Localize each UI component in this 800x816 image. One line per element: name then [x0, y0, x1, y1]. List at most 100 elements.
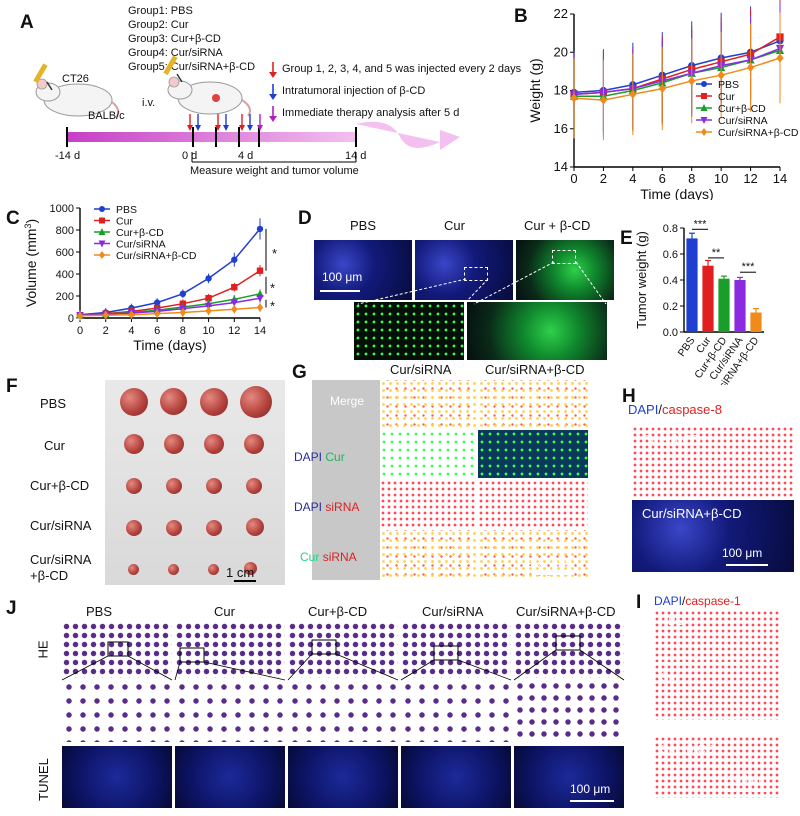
data-point [205, 306, 212, 316]
timeline-caption: Measure weight and tumor volume [190, 165, 359, 177]
significance-star: * [270, 280, 275, 295]
x-tick-label: 4 [128, 325, 134, 337]
zoom-connector-lines [357, 261, 607, 305]
d-label: Cur + β-CD [524, 218, 591, 233]
data-point [205, 275, 212, 282]
tumor-sample [204, 434, 224, 454]
data-point [230, 299, 238, 307]
g-row-label: DAPI siRNA [294, 500, 359, 514]
he-zoom-micrograph [514, 680, 624, 742]
data-point [204, 302, 213, 311]
panel-j: PBS Cur Cur+β-CD Cur/siRNA Cur/siRNA+β-C… [30, 600, 630, 816]
tumor-sample [166, 478, 182, 494]
g-row-label: Merge [330, 394, 365, 408]
data-point [153, 309, 161, 318]
y-axis-title: Volume (mm3) [23, 219, 39, 307]
zoom-connector-lines [61, 635, 625, 681]
y-axis-title: Weight (g) [528, 58, 543, 122]
micrograph [632, 500, 794, 572]
h-title: DAPI/caspase-8 [628, 402, 722, 417]
zoom-box [552, 250, 576, 264]
data-point [99, 217, 105, 224]
panel-letter-b: B [514, 6, 528, 27]
data-point [746, 62, 755, 73]
legend-label: Cur+β-CD [116, 227, 164, 239]
tunel-micrograph [175, 746, 285, 808]
data-point [179, 290, 187, 297]
tunel-micrograph [288, 746, 398, 808]
micrograph [654, 664, 780, 720]
tumor-sample [126, 520, 142, 536]
bar [750, 312, 762, 332]
g-column-label: Cur/siRNA [390, 362, 452, 377]
series-line [573, 57, 781, 101]
g-row-label: Cur siRNA [300, 550, 357, 564]
micrograph [632, 426, 794, 498]
dapi-label: DAPI [294, 500, 323, 514]
legend-label: Cur [718, 91, 735, 103]
sirna-label: siRNA [322, 550, 357, 564]
micrograph [380, 380, 476, 428]
dapi-label: DAPI [628, 402, 659, 417]
legend-label: Cur/siRNA+β-CD [718, 127, 799, 139]
f-row-label: PBS [40, 396, 67, 411]
j-column-label: Cur+β-CD [308, 604, 368, 619]
route-label: i.v. [142, 97, 156, 109]
panel-letter-d: D [298, 208, 312, 229]
j-column-label: Cur [214, 604, 235, 619]
legend-analysis-text: Immediate therapy analysis after 5 d [282, 107, 460, 119]
series-line [573, 47, 781, 96]
y-tick-label: 0.6 [663, 249, 678, 261]
legend-injection-text: Group 1, 2, 3, 4, and 5 was injected eve… [282, 63, 522, 75]
panel-letter-e: E [620, 228, 633, 249]
tunel-micrograph [62, 746, 172, 808]
group-item: Group3: Cur+β-CD [128, 33, 221, 45]
tumor-sample [246, 518, 264, 536]
micrograph [478, 430, 588, 478]
data-point [658, 83, 666, 94]
f-row-label: +β-CD [30, 568, 69, 583]
x-tick-label: 10 [202, 325, 214, 337]
zoom-micrograph-cur-bcd [467, 302, 607, 360]
scale-bar [234, 580, 256, 582]
y-tick-label: 16 [554, 121, 568, 136]
y-tick-label: 0.4 [663, 275, 678, 287]
cur-label: Cur [300, 550, 320, 564]
series-line [79, 297, 261, 316]
y-tick-label: 400 [56, 269, 74, 281]
tunel-micrograph [401, 746, 511, 808]
d-label: PBS [350, 218, 377, 233]
x-tick-label: 14 [773, 171, 787, 186]
tumor-sample [244, 562, 257, 575]
f-row-label: Cur/siRNA [30, 552, 92, 567]
he-micrograph [175, 622, 285, 678]
timeline [66, 114, 460, 163]
f-row-label: Cur+β-CD [30, 478, 90, 493]
micrograph [380, 430, 476, 478]
slash: / [682, 594, 686, 608]
y-tick-label: 18 [554, 83, 568, 98]
d-label: Cur [444, 218, 465, 233]
bar [734, 280, 746, 332]
significance-star: *** [694, 220, 708, 230]
group-item: Group4: Cur/siRNA [128, 47, 223, 59]
data-point [570, 93, 578, 103]
j-row-label: TUNEL [35, 758, 51, 801]
data-point [102, 311, 109, 320]
group-item: Group5: Cur/siRNA+β-CD [128, 61, 256, 73]
he-micrograph [288, 622, 398, 678]
tumor-sample [246, 478, 262, 494]
x-tick-label: 2 [103, 325, 109, 337]
scale-bar [320, 290, 360, 292]
cell-line-label: CT26 [62, 73, 89, 85]
i-sample-label: Cur+β-CD [660, 742, 715, 756]
tumor-sample [160, 388, 187, 415]
data-point [128, 310, 135, 319]
panel-letter-f: F [6, 376, 18, 397]
x-tick-label: 12 [228, 325, 240, 337]
y-tick-label: 0.8 [663, 223, 678, 235]
panel-letter-c: C [6, 208, 20, 229]
data-point [231, 284, 238, 291]
legend-label: Cur/siRNA [718, 115, 768, 127]
scale-label: 100 μm [728, 772, 769, 786]
